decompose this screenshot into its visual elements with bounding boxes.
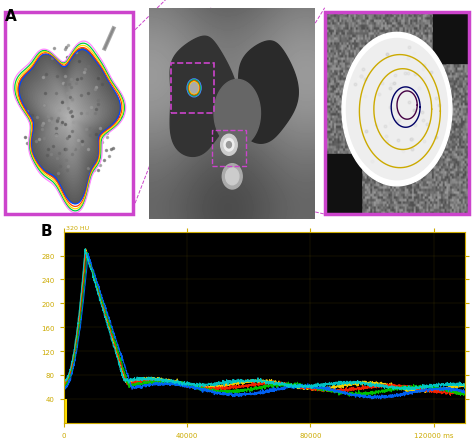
Polygon shape [34,70,105,178]
Polygon shape [28,63,110,187]
Polygon shape [59,104,79,135]
Circle shape [346,39,447,180]
Polygon shape [62,109,75,129]
Polygon shape [20,52,118,201]
Polygon shape [54,97,84,144]
Polygon shape [22,54,117,198]
Polygon shape [55,100,82,141]
Polygon shape [25,59,113,193]
Circle shape [190,83,199,95]
Text: 320 HU: 320 HU [66,225,89,230]
Polygon shape [30,65,108,184]
Circle shape [226,169,239,185]
Circle shape [342,33,452,187]
Polygon shape [44,84,94,161]
Polygon shape [50,93,88,149]
Polygon shape [24,57,115,195]
Polygon shape [57,102,81,138]
Polygon shape [27,61,111,190]
Polygon shape [238,42,298,144]
Text: A: A [5,9,17,24]
Circle shape [220,135,237,156]
Polygon shape [39,77,100,170]
Polygon shape [170,37,237,157]
Polygon shape [60,106,77,132]
Polygon shape [325,154,361,215]
Polygon shape [214,80,261,148]
Polygon shape [65,113,72,124]
Circle shape [224,139,234,152]
Polygon shape [18,49,120,204]
Polygon shape [49,91,89,152]
Bar [171,64,214,114]
Polygon shape [67,116,71,121]
Polygon shape [32,68,106,181]
Circle shape [227,142,231,148]
Polygon shape [52,95,86,147]
Polygon shape [36,72,103,175]
Bar [212,131,246,166]
Circle shape [222,164,242,190]
Polygon shape [46,86,93,158]
Polygon shape [37,74,101,173]
Polygon shape [64,111,74,127]
Polygon shape [47,88,91,155]
Text: B: B [40,223,52,238]
Polygon shape [40,79,98,167]
Polygon shape [433,13,469,64]
Polygon shape [42,81,96,164]
